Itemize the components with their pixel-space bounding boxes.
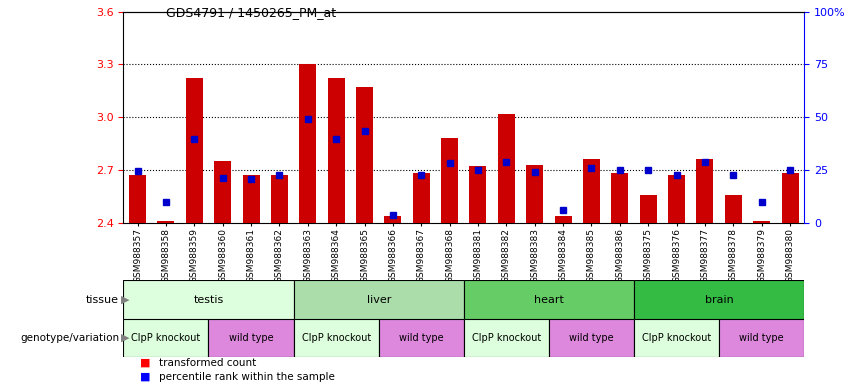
Bar: [611, 174, 628, 223]
Text: brain: brain: [705, 295, 734, 305]
Bar: [555, 216, 572, 223]
Text: heart: heart: [534, 295, 564, 305]
Bar: [781, 174, 798, 223]
Bar: [549, 319, 634, 357]
Bar: [634, 280, 804, 319]
Bar: [464, 280, 634, 319]
Bar: [379, 319, 464, 357]
Text: liver: liver: [367, 295, 391, 305]
Text: GDS4791 / 1450265_PM_at: GDS4791 / 1450265_PM_at: [166, 6, 336, 19]
Bar: [583, 159, 600, 223]
Text: tissue: tissue: [86, 295, 119, 305]
Text: ClpP knockout: ClpP knockout: [131, 333, 201, 343]
Text: transformed count: transformed count: [159, 358, 256, 368]
Bar: [725, 195, 742, 223]
Bar: [157, 221, 174, 223]
Bar: [271, 175, 288, 223]
Bar: [634, 319, 719, 357]
Bar: [294, 319, 379, 357]
Bar: [640, 195, 657, 223]
Text: ■: ■: [140, 358, 151, 368]
Text: genotype/variation: genotype/variation: [20, 333, 119, 343]
Bar: [441, 138, 458, 223]
Bar: [470, 166, 487, 223]
Text: wild type: wild type: [399, 333, 443, 343]
Bar: [385, 216, 402, 223]
Text: ▶: ▶: [121, 295, 129, 305]
Bar: [123, 319, 208, 357]
Text: testis: testis: [193, 295, 224, 305]
Bar: [696, 159, 713, 223]
Bar: [328, 78, 345, 223]
Bar: [243, 175, 260, 223]
Bar: [129, 175, 146, 223]
Bar: [186, 78, 203, 223]
Bar: [719, 319, 804, 357]
Bar: [498, 114, 515, 223]
Bar: [294, 280, 464, 319]
Bar: [526, 165, 543, 223]
Bar: [300, 65, 317, 223]
Text: wild type: wild type: [740, 333, 784, 343]
Bar: [356, 87, 373, 223]
Bar: [413, 174, 430, 223]
Bar: [214, 161, 231, 223]
Text: wild type: wild type: [229, 333, 273, 343]
Bar: [753, 221, 770, 223]
Bar: [668, 175, 685, 223]
Bar: [464, 319, 549, 357]
Text: ▶: ▶: [121, 333, 129, 343]
Text: ClpP knockout: ClpP knockout: [301, 333, 371, 343]
Bar: [208, 319, 294, 357]
Text: wild type: wild type: [569, 333, 614, 343]
Bar: [123, 280, 294, 319]
Text: ■: ■: [140, 372, 151, 382]
Text: percentile rank within the sample: percentile rank within the sample: [159, 372, 335, 382]
Text: ClpP knockout: ClpP knockout: [642, 333, 711, 343]
Text: ClpP knockout: ClpP knockout: [471, 333, 541, 343]
